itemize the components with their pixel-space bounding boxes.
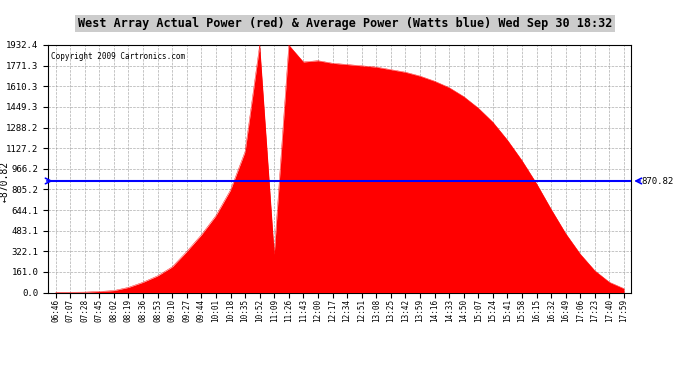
- Text: West Array Actual Power (red) & Average Power (Watts blue) Wed Sep 30 18:32: West Array Actual Power (red) & Average …: [78, 17, 612, 30]
- Text: Copyright 2009 Cartronics.com: Copyright 2009 Cartronics.com: [51, 53, 186, 62]
- Text: ←870.82: ←870.82: [0, 160, 10, 201]
